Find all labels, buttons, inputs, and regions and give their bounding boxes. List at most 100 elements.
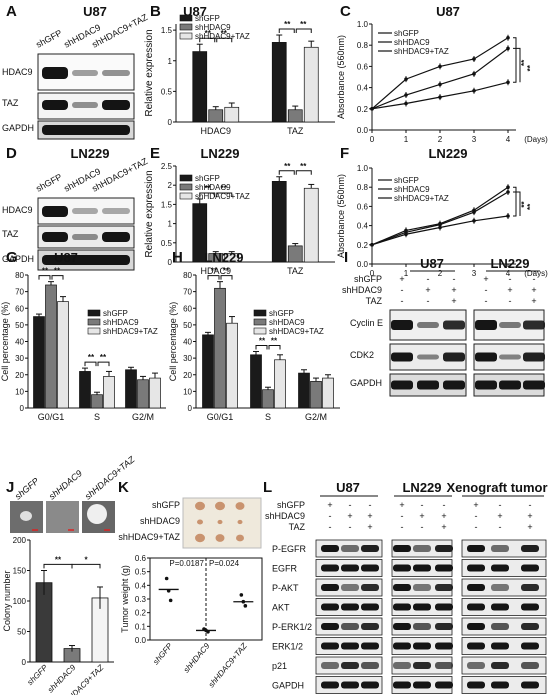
- chart-f-ylabel: Absorbance (560nm): [336, 174, 346, 258]
- blot-l-band-5-2-1: [491, 642, 509, 650]
- chart-g-ytick-label-4: 40: [15, 338, 24, 347]
- chart-j-ylabel: Colony number: [2, 570, 12, 631]
- chart-f-legend-label-1: shHDAC9: [394, 185, 430, 194]
- chart-f-ytick-label-4: 0.8: [357, 183, 369, 192]
- blot-l-band-4-2-1: [491, 623, 509, 630]
- blot-l-sign-2-2-2: +: [527, 522, 532, 532]
- blot-l-band-7-2-0: [467, 681, 485, 689]
- panel-letter-f: F: [340, 145, 349, 162]
- chart-j-sig-b: *: [84, 555, 88, 564]
- chart-g-bar-g2m-1: [137, 379, 149, 409]
- chart-b-legend-swatch-1: [179, 23, 193, 31]
- blot-l-band-5-1-1: [413, 642, 431, 650]
- blot-i-band-0-1-0: [475, 320, 497, 330]
- chart-f-xlabel: (Days): [524, 269, 548, 278]
- chart-g-bar-g2m-0: [125, 369, 137, 409]
- chart-h-ytick-label-6: 60: [183, 304, 192, 313]
- chart-j-ytick-label-3: 150: [13, 567, 27, 576]
- chart-e-sig-a-0: **: [205, 184, 212, 193]
- blot-l-sign-0-0-1: -: [349, 500, 352, 510]
- chart-g-bracket-a-1: [84, 361, 97, 367]
- chart-b-sig-b-1: **: [300, 20, 307, 29]
- blot-a-gapdh-band: [42, 125, 130, 135]
- blot-i-band-2-0-0: [391, 380, 413, 390]
- blot-l-sign-0-0-0: +: [327, 500, 332, 510]
- chart-e-bar-taz-0: [271, 181, 287, 263]
- chart-h-ytick-label-1: 10: [183, 387, 192, 396]
- chart-h-legend-label-2: shHDAC9+TAZ: [269, 327, 324, 336]
- blot-l-rows: P-EGFR EGFR P-AKT AKT P-ERK1/2 ERK1/2 p21 GAPDH: [272, 539, 547, 694]
- chart-e-sig-a-1: **: [284, 162, 291, 171]
- blot-l-band-1-0-2: [361, 564, 379, 572]
- chart-e-bracket-b-1: [295, 170, 312, 175]
- chart-j-bracket-a: [43, 563, 73, 569]
- blot-i-sign-u87-2-0: -: [401, 296, 404, 306]
- blot-l-band-3-1-1: [413, 603, 431, 611]
- blot-a-hdac9-frame: [37, 53, 135, 91]
- blot-l-band-3-0-2: [361, 603, 379, 611]
- blot-l-sign-1-2-2: +: [441, 522, 446, 532]
- blot-i-band-2-1-1: [499, 380, 521, 390]
- chart-j-ytick-label-0: 0: [22, 658, 27, 667]
- chart-c-xtick-label-3: 3: [472, 135, 477, 144]
- blot-l-band-2-2-2: [521, 584, 539, 591]
- chart-k: 0.0 0.1 0.2 0.3 0.4 0.5 0.6 Tumor weight (g) shG…: [120, 554, 263, 689]
- chart-h-legend-label-1: shHDAC9: [269, 318, 305, 327]
- chart-h-xtick-2: G2/M: [305, 412, 327, 422]
- blot-l-band-5-0-2: [361, 642, 379, 650]
- blot-a-hdac9-band-1: [42, 67, 68, 79]
- blot-l-band-0-0-2: [361, 545, 379, 552]
- chart-h-bar-g0g1-1: [214, 287, 226, 409]
- blot-l-band-2-0-1: [341, 584, 359, 591]
- chart-k-ytick-label-1: 0.1: [135, 622, 147, 631]
- chart-g-bracket-a-0: [38, 275, 51, 280]
- panel-letter-k: K: [118, 479, 129, 496]
- chart-k-xtick-0: shGFP: [151, 641, 174, 666]
- chart-f-sig-1: **: [526, 203, 535, 210]
- blot-a-taz-band-3: [102, 100, 130, 110]
- blot-a-taz-band-1: [42, 100, 68, 110]
- chart-b-bar-hdac9-0: [192, 51, 208, 123]
- blot-l-band-7-1-2: [435, 681, 453, 689]
- chart-k-pval-1: P=0.024: [209, 559, 240, 568]
- j-colony-shgfp: [20, 511, 32, 521]
- blot-i-row-cdk2: CDK2: [350, 350, 374, 360]
- chart-g-bar-s-1: [91, 394, 103, 409]
- blot-l-signs: + + +- - -- - -- - -+ + ++ + +- - -- - -+ + +: [327, 500, 532, 532]
- blot-l-row-label-4: P-ERK1/2: [272, 622, 312, 632]
- chart-k-ytick-label-5: 0.5: [135, 568, 147, 577]
- chart-g-xtick-1: S: [94, 412, 100, 422]
- j-image-shhdac9: [46, 501, 79, 533]
- chart-b-bar-hdac9-2: [224, 106, 240, 123]
- chart-g-legend-label-0: shGFP: [103, 309, 128, 318]
- chart-f-xtick-label-4: 4: [506, 269, 511, 278]
- chart-f-legend-label-0: shGFP: [394, 176, 419, 185]
- blot-l-band-2-1-0: [393, 584, 411, 591]
- chart-f-xtick-label-1: 1: [404, 269, 409, 278]
- chart-g-legend-label-1: shHDAC9: [103, 318, 139, 327]
- blot-l-band-1-0-0: [321, 564, 339, 572]
- k-row-shhdac9: shHDAC9: [140, 516, 180, 526]
- chart-e-ylabel: Relative expression: [144, 170, 155, 257]
- chart-c: 0.0 0.2 0.4 0.6 0.8 1.0 0 1 2 3 4 (Days) Absorbance …: [336, 4, 548, 144]
- blot-l-band-0-1-0: [393, 545, 411, 552]
- chart-j-sig-a: **: [55, 555, 62, 564]
- blot-l-band-4-1-1: [413, 623, 431, 630]
- blot-l-sign-0-0-2: -: [369, 500, 372, 510]
- chart-e-xtick-1: TAZ: [287, 266, 304, 276]
- blot-l-sign-0-2-1: -: [349, 522, 352, 532]
- chart-e-bracket-a-1: [278, 170, 295, 175]
- blot-l-sign-2-0-0: +: [473, 500, 478, 510]
- blot-l-band-3-2-2: [521, 603, 539, 611]
- chart-k-ytick-label-4: 0.4: [135, 581, 147, 590]
- blot-l-band-7-2-1: [491, 681, 509, 689]
- blot-l-row-label-1: EGFR: [272, 564, 298, 574]
- blot-i-band-2-1-0: [475, 380, 497, 390]
- blot-d-row-hdac9: HDAC9: [2, 205, 33, 215]
- k-tumors: [195, 501, 245, 543]
- blot-l-sign-0-1-0: -: [329, 511, 332, 521]
- chart-b-bar-taz-1: [287, 109, 303, 123]
- blot-d-taz-frame: [37, 225, 135, 249]
